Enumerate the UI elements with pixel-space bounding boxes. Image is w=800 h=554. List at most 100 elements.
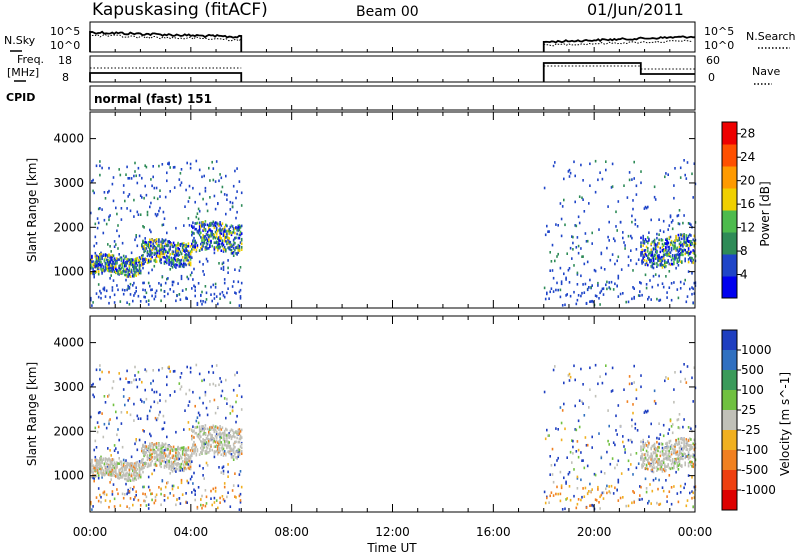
- power-cell: [141, 176, 143, 180]
- velocity-cell: [152, 446, 154, 449]
- power-cell: [642, 237, 644, 240]
- power-cell: [191, 248, 193, 251]
- velocity-cell: [673, 466, 675, 470]
- velocity-cell: [200, 503, 202, 507]
- velocity-cell: [104, 471, 107, 474]
- power-cell: [673, 281, 675, 284]
- velocity-cell: [134, 467, 136, 470]
- power-cell: [594, 294, 597, 297]
- power-cell: [176, 249, 178, 253]
- velocity-cell: [160, 462, 162, 465]
- velocity-cell: [555, 492, 557, 496]
- velocity-cell: [665, 442, 667, 445]
- velocity-cell: [208, 370, 210, 374]
- power-cell: [122, 270, 125, 273]
- power-cell: [682, 249, 684, 252]
- power-cell: [159, 206, 161, 210]
- velocity-cell: [668, 449, 671, 453]
- power-cell: [177, 247, 179, 250]
- power-cell: [693, 244, 696, 247]
- velocity-cell: [215, 499, 218, 502]
- velocity-cell: [144, 446, 146, 449]
- velocity-cell: [153, 448, 156, 452]
- velocity-cell: [683, 437, 685, 440]
- power-cell: [187, 242, 190, 245]
- velocity-cell: [551, 447, 554, 451]
- power-cell: [544, 233, 547, 237]
- velocity-cell: [113, 466, 116, 470]
- power-cell: [97, 264, 100, 268]
- velocity-cell: [668, 428, 671, 431]
- velocity-colorbar-swatch: [722, 330, 737, 351]
- velocity-cell: [171, 487, 174, 491]
- power-cell: [693, 281, 696, 285]
- power-cell: [128, 267, 131, 270]
- power-cell: [130, 260, 133, 264]
- power-cell: [159, 254, 161, 258]
- velocity-cell: [100, 467, 102, 471]
- velocity-cell: [229, 505, 232, 508]
- power-cell: [194, 200, 196, 204]
- power-cell: [169, 245, 171, 248]
- velocity-cell: [665, 479, 667, 482]
- power-cell: [238, 224, 241, 227]
- velocity-cell: [236, 450, 238, 454]
- power-cell: [240, 242, 243, 246]
- velocity-cell: [113, 497, 116, 501]
- power-cell: [591, 231, 593, 235]
- power-cell: [669, 241, 672, 245]
- power-cell: [226, 230, 228, 233]
- velocity-cell: [676, 450, 679, 453]
- power-cell: [180, 168, 183, 171]
- velocity-cell: [219, 435, 221, 439]
- power-cell: [226, 193, 228, 197]
- velocity-cell: [208, 451, 210, 454]
- power-cell: [185, 297, 187, 300]
- velocity-cell: [597, 488, 599, 491]
- power-cell: [234, 248, 236, 252]
- velocity-cell: [212, 487, 215, 491]
- power-cell: [647, 250, 649, 253]
- velocity-cell: [150, 382, 152, 385]
- velocity-cell: [139, 473, 142, 477]
- power-cell: [599, 291, 601, 295]
- power-cell: [201, 290, 203, 294]
- power-cell: [617, 295, 620, 298]
- power-cell: [126, 301, 128, 304]
- velocity-cell: [611, 389, 614, 392]
- velocity-cell: [685, 445, 688, 449]
- power-cell: [134, 170, 136, 173]
- power-cell: [659, 257, 662, 260]
- power-cell: [146, 254, 149, 258]
- power-cell: [602, 293, 605, 296]
- power-cell: [614, 239, 616, 243]
- power-cell: [208, 235, 210, 239]
- power-cell: [133, 269, 135, 273]
- power-cell: [162, 223, 165, 226]
- velocity-cell: [552, 368, 555, 372]
- power-cell: [582, 283, 584, 286]
- freq-tick-hi: 18: [58, 54, 72, 67]
- power-cell: [147, 246, 150, 249]
- velocity-cell: [166, 463, 168, 466]
- velocity-cell: [163, 443, 166, 447]
- velocity-cell: [225, 452, 227, 455]
- velocity-cell: [671, 466, 674, 470]
- velocity-cell: [187, 457, 190, 461]
- velocity-cell: [136, 460, 139, 464]
- power-cell: [580, 274, 582, 278]
- velocity-cell: [127, 381, 129, 384]
- power-cell: [223, 295, 226, 299]
- velocity-cell: [108, 422, 110, 426]
- velocity-cell: [549, 494, 551, 498]
- velocity-cell: [132, 467, 134, 470]
- power-cell: [215, 241, 218, 245]
- power-cell: [172, 245, 175, 249]
- power-cell: [144, 258, 146, 261]
- velocity-cell: [656, 466, 658, 469]
- velocity-cell: [150, 434, 152, 438]
- velocity-cell: [670, 445, 673, 449]
- velocity-cell: [103, 422, 106, 426]
- velocity-cell: [155, 456, 158, 459]
- velocity-cell: [181, 493, 184, 496]
